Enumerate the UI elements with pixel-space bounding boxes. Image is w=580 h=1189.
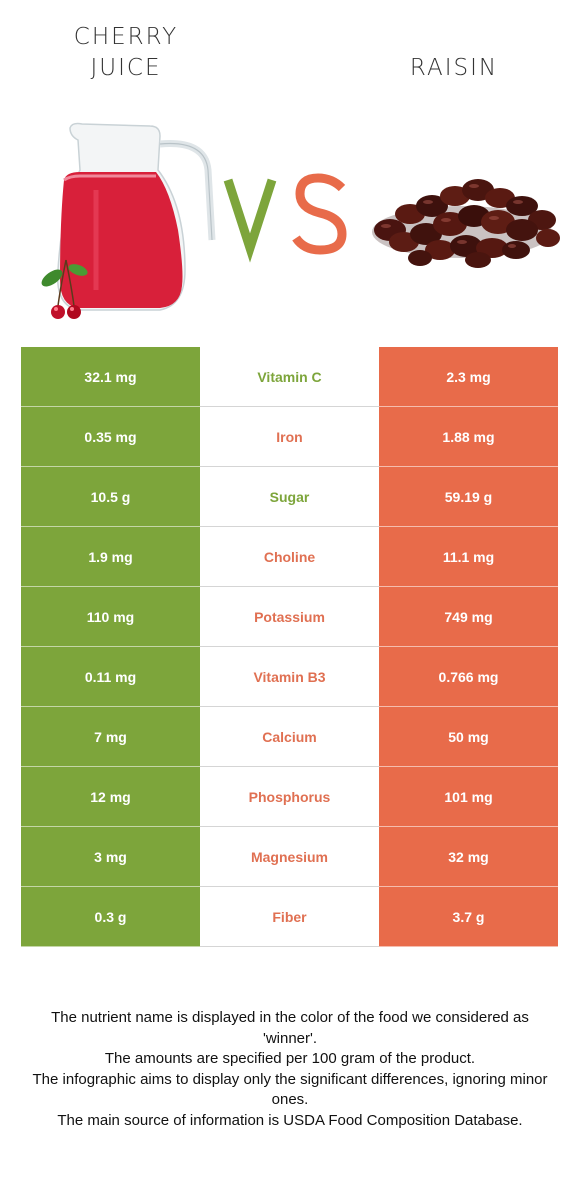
left-value-cell: 1.9 mg — [21, 527, 200, 587]
left-value-cell: 12 mg — [21, 767, 200, 827]
left-value-cell: 110 mg — [21, 587, 200, 647]
footnote-source: The main source of information is USDA F… — [57, 1111, 523, 1129]
nutrient-name-cell: Sugar — [200, 467, 379, 527]
cherry-juice-pitcher-image — [41, 122, 216, 319]
footnotes: The nutrient name is displayed in the co… — [30, 1008, 550, 1131]
comparison-row: 32.1 mg Vitamin C 2.3 mg — [21, 347, 558, 407]
left-food-title-line1: CHERRY — [73, 24, 179, 50]
nutrient-name-cell: Phosphorus — [200, 767, 379, 827]
comparison-row: 0.11 mg Vitamin B3 0.766 mg — [21, 647, 558, 707]
comparison-row: 1.9 mg Choline 11.1 mg — [21, 527, 558, 587]
left-food-title-line2: JUICE — [90, 55, 162, 81]
right-value-cell: 749 mg — [379, 587, 558, 647]
right-value-cell: 2.3 mg — [379, 347, 558, 407]
right-value-cell: 101 mg — [379, 767, 558, 827]
right-value-cell: 59.19 g — [379, 467, 558, 527]
left-value-cell: 3 mg — [21, 827, 200, 887]
comparison-row: 10.5 g Sugar 59.19 g — [21, 467, 558, 527]
nutrient-name-cell: Vitamin C — [200, 347, 379, 407]
left-value-cell: 10.5 g — [21, 467, 200, 527]
left-food-title: CHERRY JUICE — [36, 22, 216, 84]
left-value-cell: 7 mg — [21, 707, 200, 767]
nutrient-name-cell: Potassium — [200, 587, 379, 647]
comparison-row: 110 mg Potassium 749 mg — [21, 587, 558, 647]
comparison-row: 7 mg Calcium 50 mg — [21, 707, 558, 767]
right-value-cell: 32 mg — [379, 827, 558, 887]
vs-label — [223, 173, 347, 263]
right-food-title: RAISIN — [409, 55, 499, 81]
comparison-row: 3 mg Magnesium 32 mg — [21, 827, 558, 887]
comparison-row: 12 mg Phosphorus 101 mg — [21, 767, 558, 827]
footnote-amount-basis: The amounts are specified per 100 gram o… — [104, 1050, 476, 1067]
nutrient-name-cell: Choline — [200, 527, 379, 587]
nutrient-name-cell: Fiber — [200, 887, 379, 947]
nutrient-name-cell: Iron — [200, 407, 379, 467]
nutrient-name-cell: Calcium — [200, 707, 379, 767]
nutrient-name-cell: Vitamin B3 — [200, 647, 379, 707]
raisins-image — [372, 179, 560, 268]
left-value-cell: 0.35 mg — [21, 407, 200, 467]
left-value-cell: 0.11 mg — [21, 647, 200, 707]
right-value-cell: 50 mg — [379, 707, 558, 767]
cherries-decoration — [41, 259, 88, 319]
hero-illustration — [41, 122, 560, 319]
right-value-cell: 11.1 mg — [379, 527, 558, 587]
footnote-winner-color: The nutrient name is displayed in the co… — [51, 1009, 529, 1047]
footnote-significance: The infographic aims to display only the… — [32, 1070, 548, 1109]
right-value-cell: 1.88 mg — [379, 407, 558, 467]
left-value-cell: 0.3 g — [21, 887, 200, 947]
comparison-row: 0.3 g Fiber 3.7 g — [21, 887, 558, 947]
comparison-row: 0.35 mg Iron 1.88 mg — [21, 407, 558, 467]
right-value-cell: 3.7 g — [379, 887, 558, 947]
right-value-cell: 0.766 mg — [379, 647, 558, 707]
left-value-cell: 32.1 mg — [21, 347, 200, 407]
comparison-table: 32.1 mg Vitamin C 2.3 mg 0.35 mg Iron 1.88 mg… — [21, 347, 558, 947]
nutrient-name-cell: Magnesium — [200, 827, 379, 887]
